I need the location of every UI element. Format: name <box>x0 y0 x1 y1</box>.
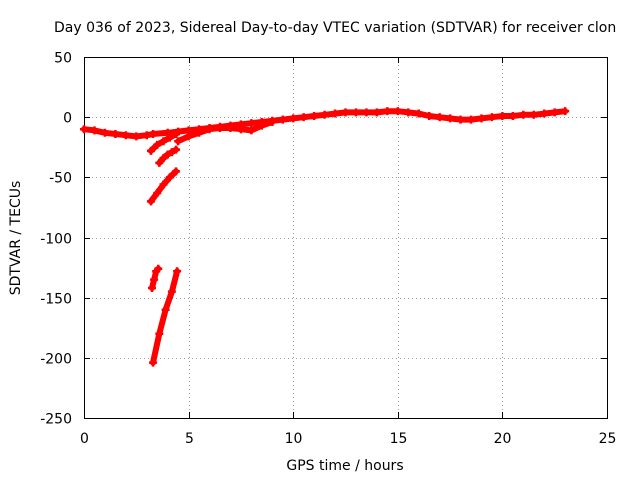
data-point <box>498 111 507 120</box>
data-point <box>540 109 549 118</box>
data-point <box>173 267 182 276</box>
data-series <box>149 267 182 367</box>
data-point <box>351 108 360 117</box>
data-point <box>155 158 164 167</box>
data-point <box>247 126 256 135</box>
data-point <box>289 114 298 123</box>
data-point <box>310 111 319 120</box>
series-line <box>150 268 181 366</box>
data-point <box>100 128 109 137</box>
data-point <box>146 197 155 206</box>
data-point <box>150 275 159 284</box>
tick-layer: 50 0 -50 -100 -150 -200 -250 0 5 10 15 20 25 <box>40 51 616 448</box>
data-point <box>550 108 559 117</box>
data-point <box>519 110 528 119</box>
data-point <box>172 167 181 176</box>
y-tick-label: 50 <box>54 51 72 67</box>
data-point <box>362 108 371 117</box>
y-tick-label: -50 <box>49 171 72 187</box>
data-point <box>561 107 570 116</box>
data-point <box>159 180 168 189</box>
data-point <box>226 123 235 132</box>
data-point <box>80 125 88 134</box>
data-point <box>331 109 340 118</box>
y-tick-label: -150 <box>40 292 72 308</box>
data-point <box>404 108 413 117</box>
x-tick-label: 5 <box>185 431 194 447</box>
chart-title: Day 036 of 2023, Sidereal Day-to-day VTE… <box>54 20 616 36</box>
data-point <box>153 188 162 197</box>
data-point <box>153 140 162 149</box>
data-series <box>155 145 181 167</box>
data-point <box>383 107 392 116</box>
x-tick-label: 10 <box>285 431 303 447</box>
data-point <box>435 113 444 122</box>
data-series <box>147 264 163 293</box>
data-point <box>247 119 256 128</box>
data-point <box>146 146 155 155</box>
data-point <box>147 284 156 293</box>
y-tick-label: 0 <box>63 111 72 127</box>
data-point <box>456 115 465 124</box>
data-point <box>155 329 164 338</box>
data-point <box>154 264 163 273</box>
y-tick-label: -200 <box>40 352 72 368</box>
data-series <box>146 130 181 155</box>
data-layer <box>80 107 570 367</box>
y-tick-label: -100 <box>40 232 72 248</box>
data-point <box>149 358 158 367</box>
data-point <box>90 126 99 135</box>
data-point <box>132 132 141 141</box>
data-series <box>146 167 181 206</box>
data-point <box>172 145 181 154</box>
data-point <box>257 121 266 130</box>
data-point <box>529 110 538 119</box>
data-point <box>167 287 176 296</box>
data-point <box>111 130 120 139</box>
data-point <box>205 125 214 134</box>
x-tick-label: 20 <box>494 431 512 447</box>
data-point <box>278 115 287 124</box>
data-point <box>320 110 329 119</box>
data-point <box>167 148 176 157</box>
data-point <box>172 130 181 139</box>
data-series <box>174 117 277 146</box>
data-point <box>215 123 224 132</box>
data-point <box>393 107 402 116</box>
data-point <box>174 137 183 146</box>
data-point <box>299 113 308 122</box>
x-tick-label: 25 <box>599 431 617 447</box>
y-tick-label: -250 <box>40 412 72 428</box>
data-point <box>165 133 174 142</box>
x-axis-label: GPS time / hours <box>286 458 403 474</box>
data-point <box>341 108 350 117</box>
data-point <box>159 154 168 163</box>
series-line <box>175 119 276 145</box>
data-point <box>372 108 381 117</box>
y-axis-label: SDTVAR / TECUs <box>8 181 24 296</box>
data-point <box>467 115 476 124</box>
x-tick-label: 15 <box>390 431 408 447</box>
data-point <box>195 128 204 137</box>
data-point <box>487 113 496 122</box>
data-point <box>161 305 170 314</box>
data-point <box>121 131 130 140</box>
data-series <box>80 107 570 141</box>
data-point <box>477 114 486 123</box>
data-point <box>236 125 245 134</box>
data-point <box>508 111 517 120</box>
data-point <box>159 137 168 146</box>
x-tick-label: 0 <box>80 431 89 447</box>
data-point <box>149 130 158 139</box>
data-point <box>446 114 455 123</box>
data-point <box>184 132 193 141</box>
data-point <box>268 117 277 126</box>
data-point <box>165 173 174 182</box>
data-point <box>425 111 434 120</box>
data-point <box>163 150 172 159</box>
data-point <box>414 109 423 118</box>
